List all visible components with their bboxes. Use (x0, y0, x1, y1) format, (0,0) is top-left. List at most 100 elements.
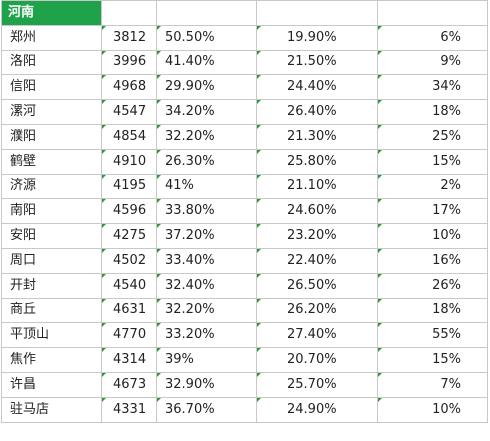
value-cell[interactable]: 4631 (101, 297, 157, 324)
percent-cell-3[interactable]: 9% (377, 49, 488, 76)
value-cell[interactable]: 4547 (101, 99, 157, 125)
value-cell[interactable]: 4275 (101, 223, 157, 249)
percent-cell-3[interactable]: 55% (377, 322, 488, 349)
percent-cell-2[interactable]: 21.10% (256, 173, 378, 200)
percent-cell-1[interactable]: 41.40% (156, 49, 257, 76)
percent-cell-2[interactable]: 21.30% (256, 123, 378, 150)
value-cell[interactable]: 4540 (101, 272, 157, 299)
city-cell[interactable]: 濮阳 (1, 123, 102, 150)
percent-cell-2[interactable]: 26.50% (256, 272, 378, 299)
percent-cell-1[interactable]: 32.90% (156, 371, 257, 398)
percent-cell-2[interactable]: 24.40% (256, 74, 378, 101)
percent-cell-2[interactable]: 26.40% (256, 99, 378, 125)
header-cell-blank[interactable] (156, 0, 257, 26)
city-cell[interactable]: 鹤壁 (1, 148, 102, 175)
value-cell[interactable]: 4314 (101, 347, 157, 373)
value-cell[interactable]: 4195 (101, 173, 157, 200)
city-cell[interactable]: 洛阳 (1, 49, 102, 76)
percent-cell-3[interactable]: 10% (377, 396, 488, 423)
percent-cell-1[interactable]: 32.40% (156, 272, 257, 299)
percent-cell-3[interactable]: 25% (377, 123, 488, 150)
percent-cell-1[interactable]: 29.90% (156, 74, 257, 101)
percent-cell-2[interactable]: 23.20% (256, 223, 378, 249)
city-cell[interactable]: 驻马店 (1, 396, 102, 423)
percent-cell-1[interactable]: 41% (156, 173, 257, 200)
header-cell-blank[interactable] (101, 0, 157, 26)
city-cell[interactable]: 周口 (1, 247, 102, 274)
city-cell[interactable]: 开封 (1, 272, 102, 299)
city-cell[interactable]: 许昌 (1, 371, 102, 398)
percent-cell-2[interactable]: 24.90% (256, 396, 378, 423)
percent-cell-1[interactable]: 33.40% (156, 247, 257, 274)
percent-cell-3[interactable]: 7% (377, 371, 488, 398)
city-cell[interactable]: 郑州 (1, 24, 102, 51)
value-cell[interactable]: 4331 (101, 396, 157, 423)
table-row: 郑州 3812 50.50% 19.90% 6% (1, 24, 488, 51)
percent-cell-1[interactable]: 36.70% (156, 396, 257, 423)
table-row: 平顶山 4770 33.20% 27.40% 55% (1, 322, 488, 349)
header-row: 河南 (1, 0, 488, 26)
table-row: 鹤壁 4910 26.30% 25.80% 15% (1, 148, 488, 175)
percent-cell-3[interactable]: 34% (377, 74, 488, 101)
percent-cell-3[interactable]: 6% (377, 24, 488, 51)
percent-cell-1[interactable]: 33.20% (156, 322, 257, 349)
city-cell[interactable]: 信阳 (1, 74, 102, 101)
value-cell[interactable]: 4673 (101, 371, 157, 398)
percent-cell-2[interactable]: 25.80% (256, 148, 378, 175)
percent-cell-2[interactable]: 22.40% (256, 247, 378, 274)
city-cell[interactable]: 济源 (1, 173, 102, 200)
percent-cell-2[interactable]: 24.60% (256, 198, 378, 225)
table-row: 济源 4195 41% 21.10% 2% (1, 173, 488, 200)
table-row: 驻马店 4331 36.70% 24.90% 10% (1, 396, 488, 423)
percent-cell-3[interactable]: 10% (377, 223, 488, 249)
percent-cell-3[interactable]: 15% (377, 347, 488, 373)
value-cell[interactable]: 4910 (101, 148, 157, 175)
percent-cell-3[interactable]: 15% (377, 148, 488, 175)
header-cell-blank[interactable] (256, 0, 378, 26)
percent-cell-1[interactable]: 32.20% (156, 297, 257, 324)
value-cell[interactable]: 4968 (101, 74, 157, 101)
percent-cell-2[interactable]: 26.20% (256, 297, 378, 324)
percent-cell-3[interactable]: 2% (377, 173, 488, 200)
table-row: 洛阳 3996 41.40% 21.50% 9% (1, 49, 488, 76)
percent-cell-3[interactable]: 18% (377, 99, 488, 125)
city-cell[interactable]: 商丘 (1, 297, 102, 324)
table-row: 周口 4502 33.40% 22.40% 16% (1, 247, 488, 274)
percent-cell-3[interactable]: 18% (377, 297, 488, 324)
value-cell[interactable]: 4596 (101, 198, 157, 225)
value-cell[interactable]: 3812 (101, 24, 157, 51)
value-cell[interactable]: 4502 (101, 247, 157, 274)
percent-cell-2[interactable]: 25.70% (256, 371, 378, 398)
percent-cell-2[interactable]: 19.90% (256, 24, 378, 51)
percent-cell-3[interactable]: 16% (377, 247, 488, 274)
table-row: 许昌 4673 32.90% 25.70% 7% (1, 371, 488, 398)
city-cell[interactable]: 安阳 (1, 223, 102, 249)
value-cell[interactable]: 4770 (101, 322, 157, 349)
percent-cell-1[interactable]: 32.20% (156, 123, 257, 150)
header-cell-blank[interactable] (377, 0, 488, 26)
city-cell[interactable]: 漯河 (1, 99, 102, 125)
value-cell[interactable]: 4854 (101, 123, 157, 150)
henan-data-table: 河南 郑州 3812 50.50% 19.90% 6% 洛阳 3996 41.40% 21.50… (1, 0, 488, 423)
city-cell[interactable]: 焦作 (1, 347, 102, 373)
table-row: 商丘 4631 32.20% 26.20% 18% (1, 297, 488, 324)
percent-cell-1[interactable]: 37.20% (156, 223, 257, 249)
table-row: 南阳 4596 33.80% 24.60% 17% (1, 198, 488, 225)
percent-cell-2[interactable]: 21.50% (256, 49, 378, 76)
table-row: 开封 4540 32.40% 26.50% 26% (1, 272, 488, 299)
percent-cell-3[interactable]: 17% (377, 198, 488, 225)
table-row: 濮阳 4854 32.20% 21.30% 25% (1, 123, 488, 150)
value-cell[interactable]: 3996 (101, 49, 157, 76)
percent-cell-1[interactable]: 34.20% (156, 99, 257, 125)
percent-cell-1[interactable]: 50.50% (156, 24, 257, 51)
city-cell[interactable]: 平顶山 (1, 322, 102, 349)
percent-cell-1[interactable]: 39% (156, 347, 257, 373)
percent-cell-2[interactable]: 27.40% (256, 322, 378, 349)
percent-cell-1[interactable]: 26.30% (156, 148, 257, 175)
province-header[interactable]: 河南 (1, 0, 102, 26)
percent-cell-3[interactable]: 26% (377, 272, 488, 299)
percent-cell-2[interactable]: 20.70% (256, 347, 378, 373)
percent-cell-1[interactable]: 33.80% (156, 198, 257, 225)
city-cell[interactable]: 南阳 (1, 198, 102, 225)
